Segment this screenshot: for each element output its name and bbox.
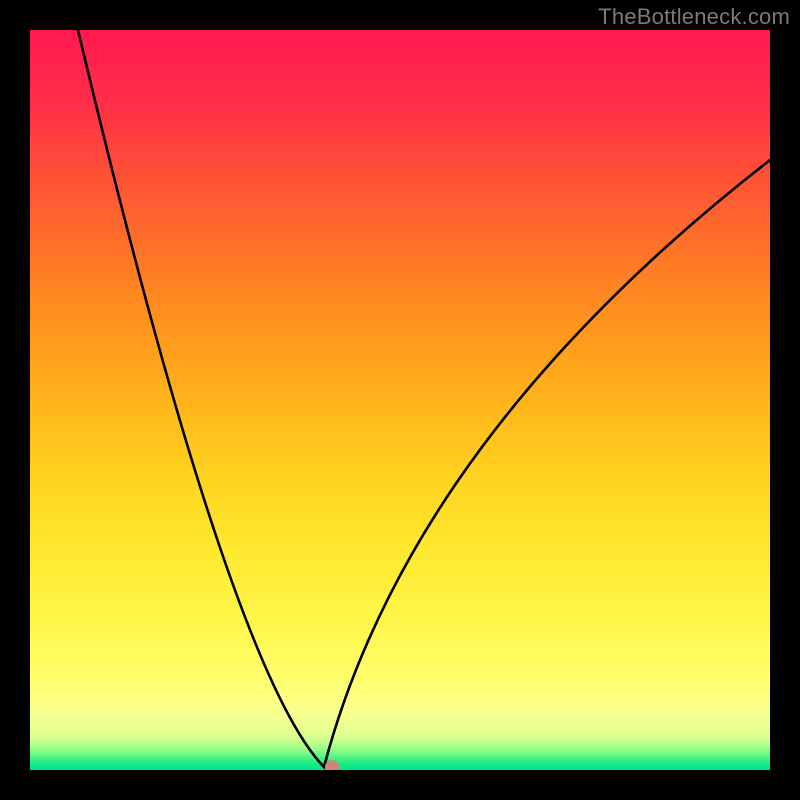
watermark-text: TheBottleneck.com <box>598 4 790 30</box>
chart-container: TheBottleneck.com <box>0 0 800 800</box>
gradient-background <box>30 30 770 770</box>
